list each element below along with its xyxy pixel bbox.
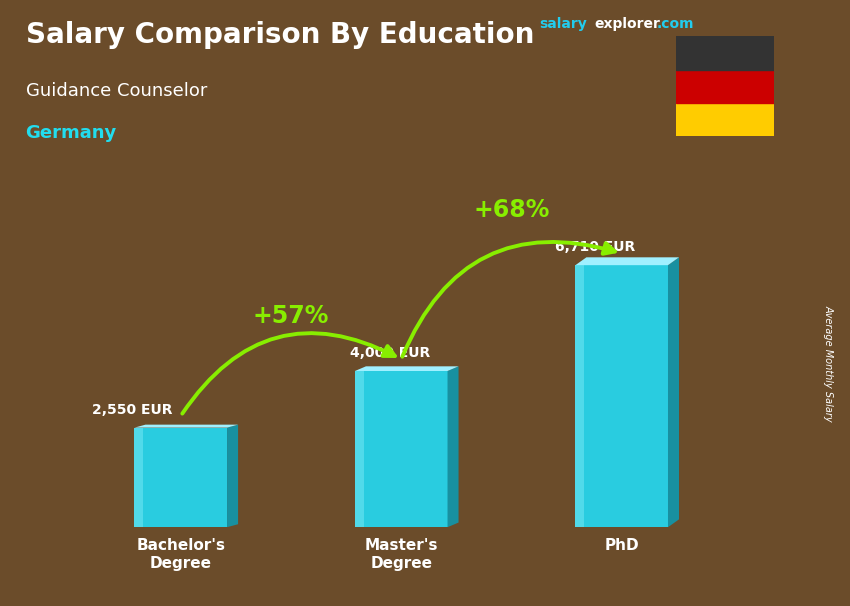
- Polygon shape: [575, 265, 584, 527]
- Bar: [355, 371, 447, 527]
- Polygon shape: [134, 428, 144, 527]
- Text: Average Monthly Salary: Average Monthly Salary: [824, 305, 834, 422]
- Polygon shape: [227, 425, 238, 527]
- Polygon shape: [575, 258, 679, 265]
- Bar: [575, 265, 668, 527]
- Bar: [134, 428, 227, 527]
- Text: 6,710 EUR: 6,710 EUR: [555, 240, 635, 255]
- Text: 4,000 EUR: 4,000 EUR: [350, 346, 430, 360]
- Text: 2,550 EUR: 2,550 EUR: [92, 403, 173, 417]
- Polygon shape: [355, 366, 458, 371]
- Text: +68%: +68%: [473, 199, 550, 222]
- Text: .com: .com: [657, 17, 694, 31]
- Bar: [676, 70, 774, 103]
- Polygon shape: [355, 371, 364, 527]
- Bar: [676, 36, 774, 70]
- Bar: [676, 103, 774, 136]
- Text: Salary Comparison By Education: Salary Comparison By Education: [26, 21, 534, 49]
- Text: Germany: Germany: [26, 124, 116, 142]
- Polygon shape: [447, 366, 458, 527]
- Text: Guidance Counselor: Guidance Counselor: [26, 82, 207, 100]
- Text: +57%: +57%: [252, 304, 329, 328]
- Polygon shape: [668, 258, 679, 527]
- Text: salary: salary: [540, 17, 587, 31]
- Text: explorer: explorer: [594, 17, 660, 31]
- Polygon shape: [134, 425, 238, 428]
